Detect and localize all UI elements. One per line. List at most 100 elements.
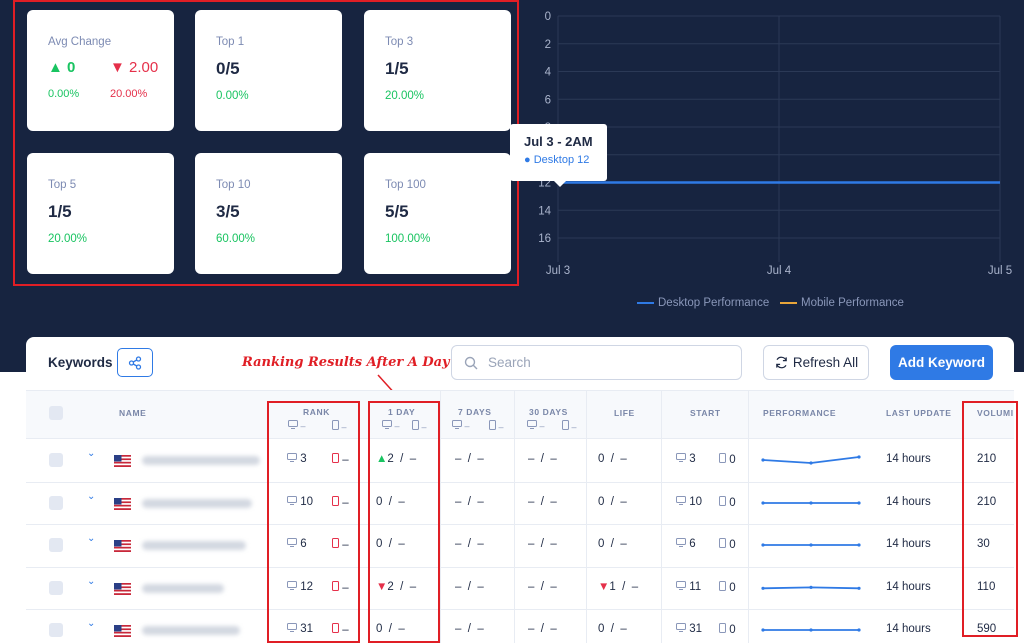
desktop-subheader: – bbox=[288, 420, 306, 431]
desktop-icon bbox=[287, 580, 297, 590]
subheader-dash: – bbox=[539, 421, 545, 431]
avg-change-values: ▲ 0 ▼ 2.00 bbox=[48, 59, 174, 76]
mobile-subheader: – bbox=[562, 420, 577, 432]
col-7days-header[interactable]: 7 DAYS bbox=[458, 407, 492, 417]
life-change: 0 / – bbox=[598, 623, 627, 636]
row-checkbox[interactable] bbox=[49, 495, 63, 510]
expand-chevron-icon[interactable]: ⌄ bbox=[87, 490, 96, 502]
day1-change: 0 / – bbox=[376, 623, 405, 636]
desktop-icon bbox=[676, 623, 686, 633]
life-desktop: 0 bbox=[598, 495, 605, 508]
life-change: 0 / – bbox=[598, 538, 627, 551]
col-performance-header[interactable]: PERFORMANCE bbox=[763, 408, 837, 418]
keyword-name-redacted[interactable] bbox=[142, 626, 240, 636]
expand-chevron-icon[interactable]: ⌄ bbox=[87, 533, 96, 545]
sparkline-point bbox=[761, 501, 765, 505]
avg-change-down: ▼ 2.00 bbox=[110, 59, 158, 76]
start-desktop-value: 6 bbox=[689, 538, 696, 551]
top100-pct: 100.00% bbox=[385, 233, 431, 245]
sparkline-point bbox=[809, 628, 813, 632]
sparkline-point bbox=[761, 586, 765, 590]
keyword-name-redacted[interactable] bbox=[142, 456, 260, 466]
col-start-header[interactable]: START bbox=[690, 408, 721, 418]
desktop-icon bbox=[287, 453, 297, 463]
select-all-checkbox[interactable] bbox=[49, 406, 63, 420]
sparkline-point bbox=[809, 543, 813, 547]
tooltip-title: Jul 3 - 2AM bbox=[524, 134, 593, 149]
legend-desktop[interactable]: Desktop Performance bbox=[637, 297, 769, 309]
top1-pct: 0.00% bbox=[216, 90, 249, 102]
mobile-icon bbox=[719, 623, 726, 634]
chart-tooltip: Jul 3 - 2AM ● Desktop 12 bbox=[510, 124, 607, 187]
up-arrow-icon: ▲ bbox=[376, 453, 388, 466]
day7-change: – / – bbox=[455, 495, 484, 508]
desktop-icon bbox=[288, 420, 298, 429]
col-last-update-header[interactable]: LAST UPDATE bbox=[886, 408, 952, 418]
col-1day-header[interactable]: 1 DAY bbox=[388, 407, 416, 417]
add-keyword-button[interactable]: Add Keyword bbox=[890, 345, 993, 380]
sparkline-point bbox=[809, 585, 813, 589]
day1-desktop: ▲2 bbox=[376, 453, 394, 466]
tooltip-dot-icon: ● bbox=[524, 154, 531, 166]
rank-desktop-value: 6 bbox=[300, 538, 307, 551]
col-life-header[interactable]: LIFE bbox=[614, 408, 635, 418]
share-button[interactable] bbox=[117, 348, 153, 377]
add-keyword-label: Add Keyword bbox=[897, 355, 985, 370]
day1-change: 0 / – bbox=[376, 495, 405, 508]
subheader-dash: – bbox=[464, 421, 470, 431]
life-change: ▼1 / – bbox=[598, 580, 639, 593]
top10-card: Top 10 3/5 60.00% bbox=[195, 153, 342, 274]
col-30days-header[interactable]: 30 DAYS bbox=[529, 407, 568, 417]
expand-chevron-icon[interactable]: ⌄ bbox=[87, 575, 96, 587]
rank-mobile-value: – bbox=[342, 624, 349, 637]
expand-chevron-icon[interactable]: ⌄ bbox=[87, 448, 96, 460]
day7-change: – / – bbox=[455, 623, 484, 636]
keyword-name-redacted[interactable] bbox=[142, 583, 224, 593]
rank-mobile-value: – bbox=[342, 581, 349, 594]
day7-change: – / – bbox=[455, 538, 484, 551]
tooltip-text: Desktop 12 bbox=[533, 154, 590, 166]
search-input[interactable] bbox=[488, 355, 718, 370]
row-checkbox[interactable] bbox=[49, 580, 63, 595]
search-box[interactable] bbox=[451, 345, 742, 380]
row-checkbox[interactable] bbox=[49, 623, 63, 638]
top10-value: 3/5 bbox=[216, 202, 240, 221]
legend-mobile[interactable]: Mobile Performance bbox=[780, 297, 904, 309]
col-volume-header[interactable]: VOLUMI bbox=[977, 408, 1014, 418]
day7-change: – / – bbox=[455, 453, 484, 466]
subheader-dash: – bbox=[394, 421, 400, 431]
life-change: 0 / – bbox=[598, 453, 627, 466]
mobile-icon bbox=[412, 420, 419, 430]
row-divider bbox=[26, 609, 1014, 610]
life-desktop: 0 bbox=[598, 538, 605, 551]
day1-mobile: – bbox=[398, 623, 405, 636]
rank-desktop-value: 12 bbox=[300, 580, 313, 593]
keywords-title: Keywords bbox=[48, 355, 113, 370]
sparkline-point bbox=[857, 586, 861, 590]
keyword-name-redacted[interactable] bbox=[142, 498, 252, 508]
col-name-header[interactable]: NAME bbox=[119, 408, 147, 418]
row-checkbox[interactable] bbox=[49, 453, 63, 468]
desktop-icon bbox=[676, 495, 686, 505]
search-volume: 210 bbox=[977, 453, 997, 466]
y-tick-label: 6 bbox=[545, 94, 551, 106]
col-rank-header[interactable]: RANK bbox=[303, 407, 330, 417]
day1-change: ▲2 / – bbox=[376, 453, 417, 466]
start-mobile-value: 0 bbox=[729, 454, 736, 467]
mobile-icon bbox=[332, 420, 339, 430]
keyword-name-redacted[interactable] bbox=[142, 541, 246, 551]
refresh-all-button[interactable]: Refresh All bbox=[763, 345, 869, 380]
row-divider bbox=[26, 524, 1014, 525]
expand-chevron-icon[interactable]: ⌄ bbox=[87, 618, 96, 630]
us-flag-icon bbox=[114, 497, 131, 510]
mobile-icon bbox=[332, 623, 339, 634]
row-checkbox[interactable] bbox=[49, 538, 63, 553]
desktop-icon bbox=[676, 453, 686, 463]
top3-card: Top 3 1/5 20.00% bbox=[364, 10, 511, 131]
rank-mobile: – bbox=[332, 495, 349, 509]
start-mobile-value: 0 bbox=[729, 539, 736, 552]
day1-mobile: – bbox=[409, 453, 417, 466]
start-mobile-value: 0 bbox=[729, 581, 736, 594]
day1-desktop: 0 bbox=[376, 538, 383, 551]
